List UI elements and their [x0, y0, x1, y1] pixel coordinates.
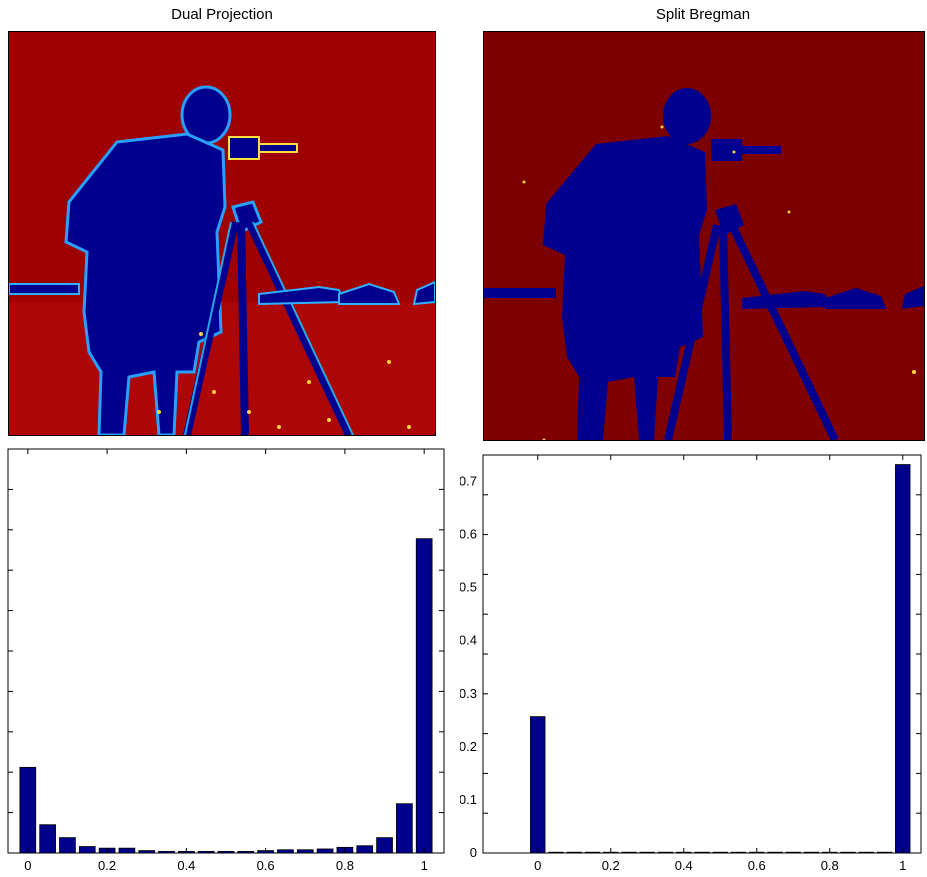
histogram-bar — [158, 850, 175, 854]
histogram-bar — [694, 851, 710, 854]
y-tick-label: 0.4 — [460, 633, 477, 648]
histogram-bar — [415, 538, 433, 854]
histogram-bar — [396, 803, 413, 854]
histogram-bar — [621, 851, 637, 854]
histogram-bar — [316, 848, 334, 854]
x-tick-label: 0.6 — [257, 858, 275, 873]
x-tick-label: 0.2 — [98, 858, 116, 873]
histogram-bar — [530, 716, 546, 854]
x-tick-label: 0.8 — [336, 858, 354, 873]
y-tick-label: 0.6 — [460, 527, 477, 542]
histogram-bar — [876, 851, 893, 854]
histogram-bar — [277, 849, 294, 854]
histogram-bar — [767, 851, 783, 854]
dual-projection-histogram: 0 0.2 0.4 0.6 0.8 1 — [7, 448, 445, 873]
y-tick-label: 0.5 — [460, 580, 477, 595]
histogram-bar — [78, 846, 96, 854]
histogram-bar — [118, 847, 136, 854]
x-tick-label: 1 — [899, 858, 906, 873]
x-tick-label: 0.6 — [748, 858, 766, 873]
panel-title-split-bregman: Split Bregman — [655, 6, 751, 23]
histogram-bar — [895, 464, 911, 854]
x-tick-label: 1 — [421, 858, 428, 873]
dual-projection-image — [8, 31, 436, 436]
y-tick-label: 0.3 — [460, 686, 477, 701]
histogram-bar — [584, 851, 601, 854]
histogram-bar — [376, 837, 393, 854]
x-tick-label: 0.4 — [177, 858, 195, 873]
histogram-bar — [217, 850, 235, 854]
histogram-bar — [803, 851, 820, 854]
panel-title-dual-projection: Dual Projection — [171, 6, 273, 23]
y-tick-label: 0.2 — [460, 739, 477, 754]
histogram-bar — [566, 851, 582, 854]
histogram-bar — [840, 851, 856, 854]
x-tick-label: 0.8 — [821, 858, 839, 873]
x-tick-label: 0 — [534, 858, 541, 873]
split-bregman-histogram: 0 0.2 0.4 0.6 0.8 1 0 0.1 0.2 0.3 0.4 0.5 0.6 0.7 — [460, 454, 922, 873]
histogram-bar — [19, 766, 37, 854]
histogram-bar — [730, 851, 747, 854]
x-tick-label: 0 — [24, 858, 31, 873]
histogram-bar — [197, 850, 215, 854]
y-tick-label: 0 — [470, 845, 477, 860]
plot-frame — [7, 448, 445, 854]
histogram-bar — [657, 851, 674, 854]
split-bregman-image — [483, 31, 925, 441]
histogram-bar — [59, 837, 76, 854]
y-tick-label: 0.7 — [460, 474, 477, 489]
histogram-bar — [712, 851, 728, 854]
histogram-bar — [785, 851, 801, 854]
histogram-bar — [548, 851, 564, 854]
plot-frame — [482, 454, 922, 854]
histogram-bar — [858, 851, 874, 854]
histogram-bar — [39, 824, 56, 854]
histogram-bar — [639, 851, 655, 854]
x-tick-label: 0.2 — [602, 858, 620, 873]
y-tick-label: 0.1 — [460, 792, 477, 807]
histogram-bar — [356, 845, 374, 854]
x-tick-label: 0.4 — [675, 858, 693, 873]
histogram-bar — [296, 849, 314, 854]
histogram-bar — [237, 850, 255, 854]
histogram-bar — [138, 850, 156, 854]
